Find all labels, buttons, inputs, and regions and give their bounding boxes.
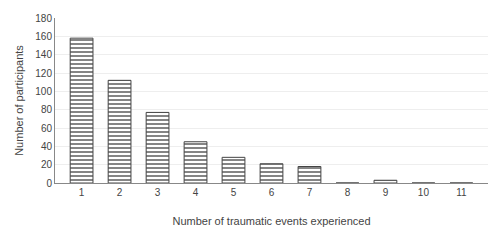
svg-text:160: 160 (35, 31, 52, 42)
svg-text:9: 9 (383, 187, 389, 198)
svg-text:40: 40 (41, 141, 53, 152)
svg-text:4: 4 (193, 187, 199, 198)
svg-text:20: 20 (41, 159, 53, 170)
svg-text:Number of participants: Number of participants (13, 45, 25, 156)
svg-text:140: 140 (35, 49, 52, 60)
svg-text:100: 100 (35, 86, 52, 97)
svg-text:Number of traumatic events exp: Number of traumatic events experienced (172, 215, 370, 227)
svg-text:11: 11 (456, 187, 467, 198)
svg-text:60: 60 (41, 123, 53, 134)
svg-text:5: 5 (231, 187, 237, 198)
svg-text:0: 0 (46, 178, 52, 189)
svg-text:180: 180 (35, 13, 52, 24)
svg-text:80: 80 (41, 104, 53, 115)
svg-text:120: 120 (35, 68, 52, 79)
svg-text:2: 2 (117, 187, 123, 198)
svg-text:1: 1 (79, 187, 85, 198)
svg-text:6: 6 (269, 187, 275, 198)
svg-text:3: 3 (155, 187, 161, 198)
svg-text:7: 7 (307, 187, 313, 198)
svg-text:8: 8 (345, 187, 351, 198)
svg-text:10: 10 (418, 187, 430, 198)
